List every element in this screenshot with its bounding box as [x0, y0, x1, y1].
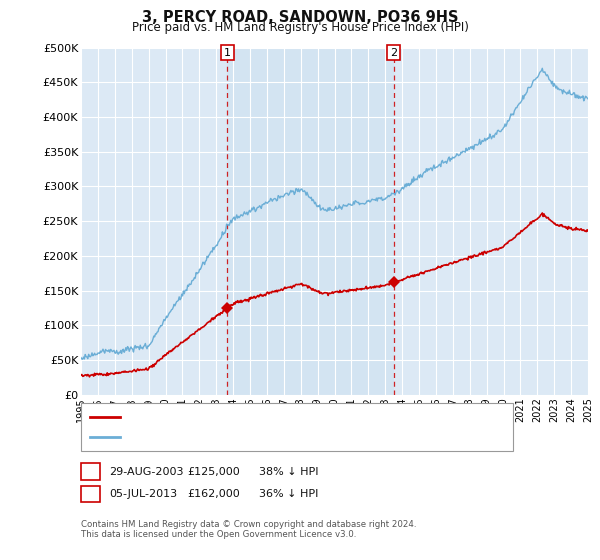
Text: 3, PERCY ROAD, SANDOWN, PO36 9HS (detached house): 3, PERCY ROAD, SANDOWN, PO36 9HS (detach… — [124, 412, 420, 422]
Text: Price paid vs. HM Land Registry's House Price Index (HPI): Price paid vs. HM Land Registry's House … — [131, 21, 469, 34]
Text: 2: 2 — [87, 487, 94, 501]
Text: £125,000: £125,000 — [187, 466, 240, 477]
Text: £162,000: £162,000 — [187, 489, 240, 499]
Text: 1: 1 — [87, 465, 94, 478]
Text: 1: 1 — [224, 48, 231, 58]
Bar — [227, 48, 394, 395]
Text: 29-AUG-2003: 29-AUG-2003 — [109, 466, 184, 477]
Text: Contains HM Land Registry data © Crown copyright and database right 2024.
This d: Contains HM Land Registry data © Crown c… — [81, 520, 416, 539]
Text: 05-JUL-2013: 05-JUL-2013 — [109, 489, 178, 499]
Text: 36% ↓ HPI: 36% ↓ HPI — [259, 489, 319, 499]
Text: 2: 2 — [390, 48, 397, 58]
Text: 38% ↓ HPI: 38% ↓ HPI — [259, 466, 319, 477]
Text: 3, PERCY ROAD, SANDOWN, PO36 9HS: 3, PERCY ROAD, SANDOWN, PO36 9HS — [142, 10, 458, 25]
Text: HPI: Average price, detached house, Isle of Wight: HPI: Average price, detached house, Isle… — [124, 432, 382, 442]
